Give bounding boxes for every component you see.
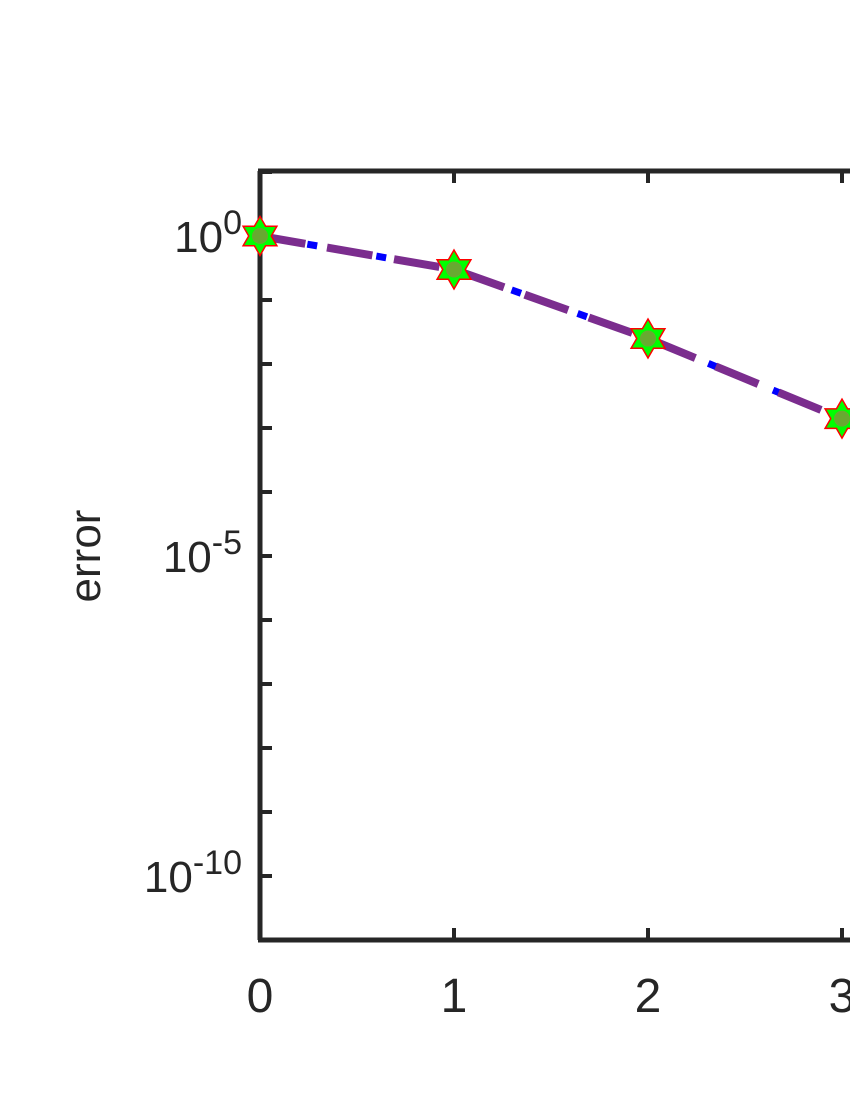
series-line-accent: [259, 232, 844, 422]
data-point-marker: [435, 248, 473, 291]
x-tick-label: 0: [247, 970, 274, 1023]
y-axis-label: error: [61, 510, 110, 603]
y-axis-ticks: 100 10-5 10-10: [144, 170, 272, 942]
x-tick-label: 3: [829, 970, 850, 1023]
y-tick-label: 10-10: [144, 844, 242, 902]
marker-center: [834, 410, 850, 427]
marker-center: [252, 228, 268, 244]
y-tick-label: 100: [174, 204, 242, 262]
x-tick-label: 1: [441, 970, 468, 1023]
data-point-marker: [241, 215, 279, 257]
series-line: [259, 232, 844, 423]
marker-center: [640, 330, 656, 347]
axes: [257, 168, 850, 943]
marker-center: [446, 261, 462, 278]
data-point-marker: [629, 317, 667, 360]
series-layer: [241, 215, 850, 440]
y-tick-label: 10-5: [163, 524, 242, 582]
data-point-marker: [823, 397, 850, 440]
x-tick-label: 2: [635, 970, 662, 1023]
x-axis-ticks: 0 1 2 3: [247, 171, 850, 1023]
